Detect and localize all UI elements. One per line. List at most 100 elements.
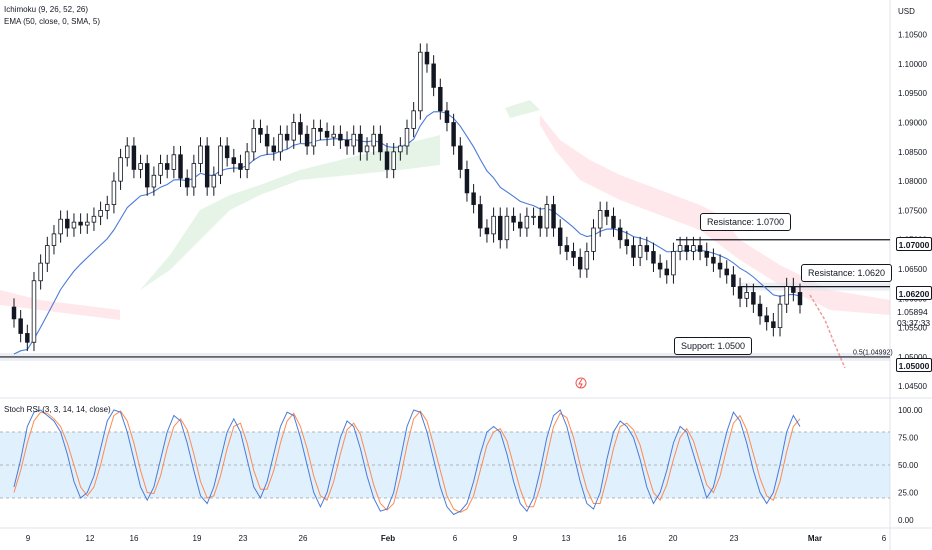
time-tick-label: 20 (669, 534, 678, 543)
time-tick-label: 16 (130, 534, 139, 543)
candle-body (704, 251, 709, 258)
candle-body (637, 245, 643, 258)
candle-body (85, 221, 90, 226)
lightning-icon (578, 378, 583, 389)
candle-body (597, 210, 603, 229)
candle-body (731, 274, 736, 288)
price-tick-label: 1.04500 (898, 382, 927, 391)
candle-body (537, 215, 543, 229)
price-tick-label: 1.10500 (898, 31, 927, 40)
candle-body (318, 127, 323, 132)
candle-body (398, 145, 403, 153)
time-tick-label: 6 (882, 534, 887, 543)
candle-body (178, 154, 183, 179)
candle-body (65, 218, 70, 229)
resistance-2-label[interactable]: Resistance: 1.0620 (801, 264, 893, 282)
price-tick-label: 1.09500 (898, 89, 927, 98)
ichimoku-legend[interactable]: Ichimoku (9, 26, 52, 26) (4, 5, 89, 14)
candle-body (264, 133, 270, 147)
candle-body (171, 154, 177, 170)
candle-body (518, 221, 523, 229)
candle-body (624, 239, 630, 246)
candle-body (158, 163, 163, 176)
candle-body (411, 110, 416, 129)
candle-body (251, 127, 257, 153)
time-tick-label: Feb (381, 534, 395, 543)
stoch-d-line (13, 410, 801, 513)
candle-body (531, 215, 536, 218)
candle-body (211, 174, 217, 188)
candle-body (204, 145, 210, 188)
candle-body (651, 251, 656, 264)
price-tick-label: 1.05000 (898, 353, 927, 362)
candle-body (105, 204, 110, 211)
time-tick-label: 6 (453, 534, 458, 543)
time-tick-label: 19 (193, 534, 202, 543)
candle-body (551, 204, 556, 229)
candle-body (118, 157, 123, 182)
candle-body (125, 145, 130, 159)
candle-body (677, 245, 683, 252)
fib-level-label: 0.5(1.04992) (853, 349, 893, 356)
osc-tick-label: 0.00 (898, 516, 914, 525)
candle-body (231, 157, 237, 164)
candle-body (724, 268, 729, 276)
resistance-1-price-badge: 1.07000 (896, 237, 932, 251)
candle-body (424, 51, 430, 65)
candle-body (504, 215, 510, 241)
candle-body (511, 215, 516, 223)
time-tick-label: 16 (618, 534, 627, 543)
candle-body (311, 127, 316, 147)
candle-body (458, 145, 463, 170)
resistance-1-label[interactable]: Resistance: 1.0700 (700, 213, 792, 231)
candle-body (631, 245, 636, 258)
resistance-2-price-badge: 1.06200 (896, 286, 932, 300)
candle-body (131, 145, 137, 170)
candle-body (378, 133, 383, 153)
candle-body (91, 215, 97, 223)
ichimoku-cloud-bullish (140, 135, 440, 290)
candle-body (571, 251, 576, 258)
candle-body (224, 145, 230, 159)
time-tick-label: 13 (562, 534, 571, 543)
ema-legend[interactable]: EMA (50, close, 0, SMA, 5) (4, 17, 101, 26)
price-tick-label: 1.08500 (898, 148, 927, 157)
price-tick-label: 1.10000 (898, 60, 927, 69)
candle-body (198, 145, 203, 164)
stoch-rsi-legend[interactable]: Stoch RSI (3, 3, 14, 14, close) (4, 405, 111, 414)
osc-tick-label: 100.00 (898, 406, 923, 415)
price-tick-label: 1.08000 (898, 177, 927, 186)
time-tick-label: 23 (239, 534, 248, 543)
candle-body (444, 110, 450, 123)
candle-body (371, 133, 376, 147)
candle-body (364, 145, 370, 153)
ichimoku-cloud-bullish (505, 100, 540, 118)
support-label[interactable]: Support: 1.0500 (674, 337, 753, 355)
candle-body (438, 86, 443, 112)
candle-body (498, 215, 503, 241)
candle-body (451, 122, 456, 147)
candle-body (304, 133, 310, 147)
candle-body (657, 262, 663, 270)
current-price-label: 1.05894 (897, 307, 928, 317)
candle-body (577, 256, 583, 270)
candle-body (351, 133, 356, 147)
candle-body (25, 333, 30, 343)
candle-body (664, 268, 670, 276)
candle-body (258, 127, 263, 135)
candle-body (271, 145, 277, 153)
support-price-badge: 1.05000 (896, 358, 932, 372)
candle-body (58, 218, 63, 235)
candle-body (691, 245, 696, 252)
candle-body (298, 122, 303, 135)
candle-body (711, 256, 716, 264)
candle-body (164, 163, 170, 170)
candle-body (764, 315, 769, 323)
candle-body (78, 221, 83, 226)
candle-body (791, 286, 796, 293)
candle-body (51, 233, 57, 246)
candle-body (524, 215, 530, 229)
ichimoku-cloud-bearish (0, 290, 120, 320)
